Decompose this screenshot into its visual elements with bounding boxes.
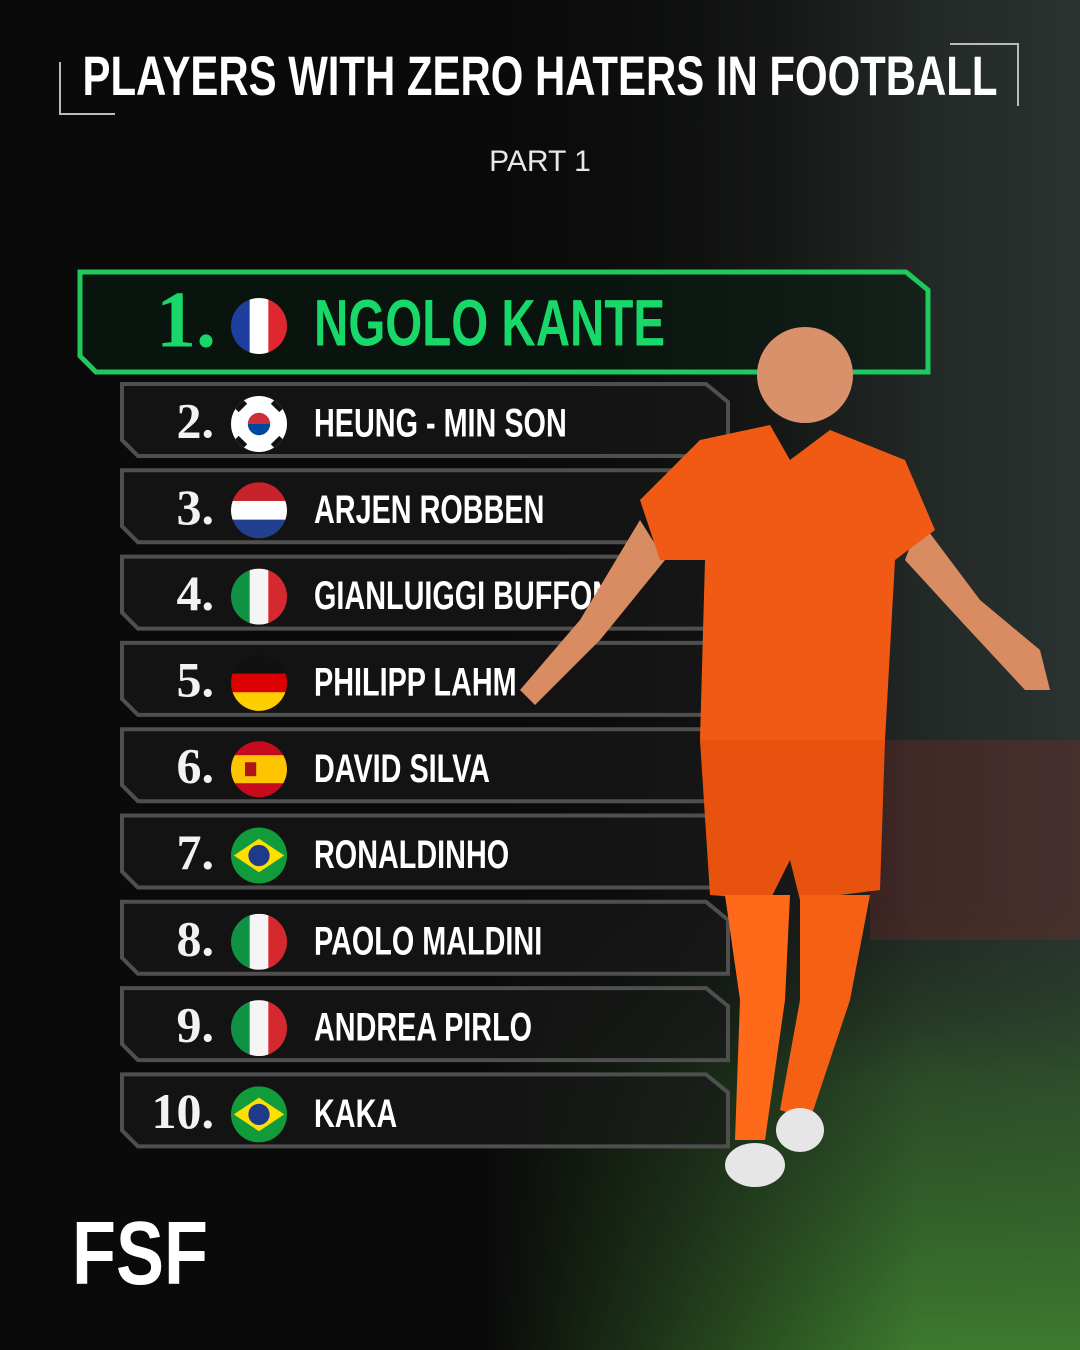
rank: 6. <box>177 738 215 794</box>
flag-stripe <box>231 500 287 521</box>
flag-stripe <box>249 568 269 625</box>
flag-stripe <box>249 1000 269 1057</box>
player-name: PAOLO MALDINI <box>314 919 542 964</box>
rank: 7. <box>177 824 215 880</box>
player-name: NGOLO KANTE <box>314 287 665 360</box>
player-name: GIANLUIGGI BUFFON <box>314 574 613 619</box>
flag <box>231 1000 287 1057</box>
flag-stripe <box>249 298 269 354</box>
flag-stripe <box>231 654 287 675</box>
rank: 10. <box>152 1083 215 1139</box>
flag <box>231 654 287 711</box>
highlight-box <box>77 269 931 375</box>
player-name: ARJEN ROBBEN <box>314 487 544 532</box>
player-figure <box>520 327 1050 1187</box>
player-name: ANDREA PIRLO <box>314 1005 532 1050</box>
rank: 2. <box>177 392 215 448</box>
flag-stripe <box>268 1000 287 1057</box>
logo: FSF <box>72 1203 208 1303</box>
flag-stripe <box>231 755 287 784</box>
flag-stripe <box>231 692 287 711</box>
flag-stripe <box>249 913 269 970</box>
flag-stripe <box>268 298 287 354</box>
flag <box>231 482 287 539</box>
flag-stripe <box>231 298 251 354</box>
flag-stripe <box>231 913 251 970</box>
frame-corner <box>950 43 1019 106</box>
flag-taegeuk <box>247 424 271 436</box>
rank: 4. <box>177 565 215 621</box>
title: PLAYERS WITH ZERO HATERS IN FOOTBALL <box>83 44 998 107</box>
flag <box>231 396 287 452</box>
flag-stripe <box>231 1000 251 1057</box>
flag-emblem <box>245 762 257 777</box>
flag-stripe <box>231 568 251 625</box>
list: 1. NGOLO KANTE 2. HEUNG - MIN SON 3. ARJEN RO… <box>77 269 931 1149</box>
rank: 5. <box>177 651 215 707</box>
subtitle: PART 1 <box>489 145 591 178</box>
player-name: KAKA <box>314 1091 397 1136</box>
flag-stripe <box>231 482 287 502</box>
flag-globe <box>248 1103 270 1126</box>
player-name: HEUNG - MIN SON <box>314 401 567 446</box>
rank: 8. <box>177 910 215 966</box>
flag <box>231 298 287 354</box>
flag-taegeuk <box>247 412 271 424</box>
flag-stripe <box>268 568 287 625</box>
flag-stripe <box>268 913 287 970</box>
flag <box>231 568 287 625</box>
rank: 3. <box>177 479 215 535</box>
flag-stripe <box>231 519 287 539</box>
player-name: DAVID SILVA <box>314 746 490 791</box>
flag <box>231 913 287 970</box>
frame-corner <box>59 62 115 115</box>
player-name: RONALDINHO <box>314 832 509 877</box>
flag-stripe <box>231 673 287 693</box>
player-name: PHILIPP LAHM <box>314 660 517 705</box>
flag-globe <box>248 844 270 867</box>
flag <box>231 827 287 884</box>
flag <box>231 1086 287 1143</box>
rank: 1. <box>156 276 216 364</box>
rank: 9. <box>177 997 215 1053</box>
